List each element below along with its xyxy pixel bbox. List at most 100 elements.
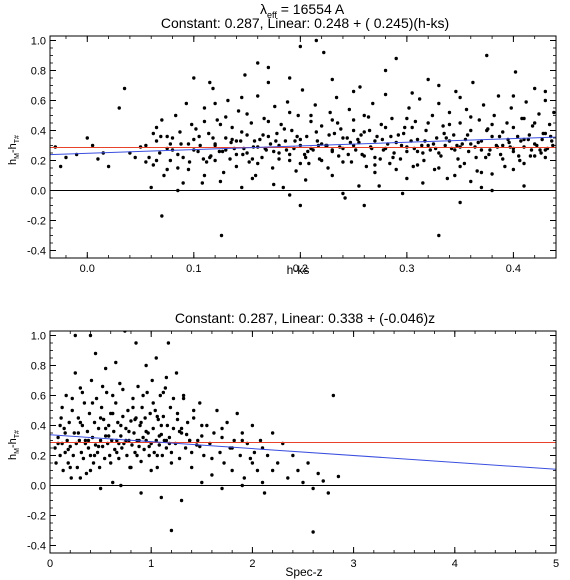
top-data-point: [285, 100, 290, 104]
top-data-point: [319, 158, 324, 163]
bottom-data-point: [326, 491, 330, 495]
bottom-data-point: [235, 411, 239, 416]
bottom-y-label-h: h: [7, 454, 19, 460]
bottom-data-point: [104, 390, 109, 395]
top-data-point: [511, 149, 516, 154]
top-data-point: [527, 133, 532, 137]
bottom-data-point: [73, 371, 78, 375]
bottom-data-point: [169, 461, 174, 465]
bottom-panel-y-label: hM-hT#: [7, 430, 21, 460]
top-data-point: [330, 173, 334, 178]
top-data-point: [298, 161, 303, 166]
bottom-data-point: [94, 396, 99, 401]
top-data-point: [226, 98, 230, 103]
bottom-data-point: [80, 390, 85, 395]
top-y-tick-label: 0.6: [31, 96, 46, 108]
top-data-point: [373, 155, 377, 160]
top-data-point: [96, 157, 100, 161]
bottom-data-point: [78, 420, 83, 425]
top-data-point: [240, 130, 244, 134]
bottom-data-point: [202, 453, 206, 458]
top-data-point: [258, 137, 262, 142]
bottom-data-point: [124, 426, 128, 431]
top-data-point: [447, 110, 452, 115]
top-data-point: [262, 116, 266, 121]
bottom-data-point: [171, 426, 176, 431]
top-data-point: [303, 178, 308, 182]
top-data-point: [266, 119, 271, 124]
bottom-data-point: [138, 423, 142, 428]
top-data-point: [469, 142, 473, 146]
bottom-data-point: [107, 423, 111, 428]
top-data-point: [413, 119, 418, 124]
top-data-point: [204, 160, 209, 164]
bottom-data-point: [69, 476, 73, 480]
top-data-point: [517, 154, 521, 158]
top-data-point: [281, 185, 285, 190]
bottom-y-tick-label: 0.0: [31, 481, 46, 493]
top-data-point: [194, 127, 198, 131]
top-data-point: [383, 92, 388, 97]
top-data-point: [458, 200, 462, 205]
top-data-point: [362, 203, 366, 208]
top-data-point: [240, 185, 244, 190]
bottom-data-point: [103, 366, 108, 371]
bottom-data-point: [270, 431, 275, 435]
bottom-data-point: [296, 468, 300, 473]
top-data-point: [373, 170, 377, 175]
bottom-data-point: [93, 443, 98, 447]
bottom-data-point: [220, 486, 224, 491]
top-data-point: [492, 113, 496, 118]
bottom-data-point: [311, 530, 315, 534]
bottom-x-tick-label: 3: [351, 558, 357, 570]
bottom-data-point: [185, 420, 190, 425]
bottom-data-point: [131, 396, 135, 401]
bottom-data-point: [141, 393, 145, 398]
top-data-point: [272, 182, 276, 187]
bottom-y-tick-label: 0.6: [31, 391, 46, 403]
bottom-data-point: [156, 417, 160, 422]
bottom-data-point: [113, 447, 117, 452]
top-data-point: [362, 154, 366, 158]
bottom-data-point: [87, 411, 92, 416]
top-data-point: [336, 154, 341, 158]
bottom-data-point: [117, 456, 121, 461]
top-data-point: [509, 106, 513, 110]
top-data-point: [256, 161, 260, 166]
top-data-point: [151, 131, 156, 136]
figure-title: λeff = 16554 A: [260, 1, 345, 20]
top-data-point: [245, 151, 249, 155]
top-data-point: [375, 134, 379, 139]
top-panel-marks: 0.0 0.1 0.2 0.3 0.4 -0.4 -0.2 0.0 0.2 0.4 0.6 0.8 1.…: [27, 35, 557, 275]
top-data-point: [328, 110, 332, 115]
figure-title-lambda: λ: [260, 1, 267, 17]
top-data-point: [528, 154, 533, 158]
bottom-data-point: [157, 434, 161, 438]
top-data-point: [117, 106, 121, 110]
top-data-point: [213, 101, 217, 106]
top-data-point: [277, 151, 281, 155]
bottom-data-point: [133, 417, 137, 422]
top-data-point: [362, 130, 366, 134]
top-data-point: [354, 148, 358, 152]
top-data-point: [159, 134, 163, 139]
bottom-data-point: [151, 401, 155, 405]
top-data-point: [405, 149, 409, 154]
top-data-point: [322, 50, 326, 55]
bottom-data-point: [165, 423, 170, 428]
bottom-data-point: [149, 468, 153, 473]
top-data-point: [198, 143, 202, 148]
top-data-point: [422, 158, 426, 163]
bottom-data-point: [168, 405, 173, 410]
bottom-y-tick-label: 1.0: [31, 331, 46, 343]
top-data-point: [149, 185, 153, 190]
bottom-data-point: [140, 405, 144, 410]
bottom-data-point: [171, 396, 176, 401]
bottom-data-point: [155, 453, 159, 458]
bottom-data-point: [61, 468, 65, 473]
top-data-point: [453, 173, 457, 178]
bottom-data-point: [192, 416, 196, 420]
bottom-data-point: [58, 423, 62, 428]
bottom-data-point: [222, 461, 226, 465]
